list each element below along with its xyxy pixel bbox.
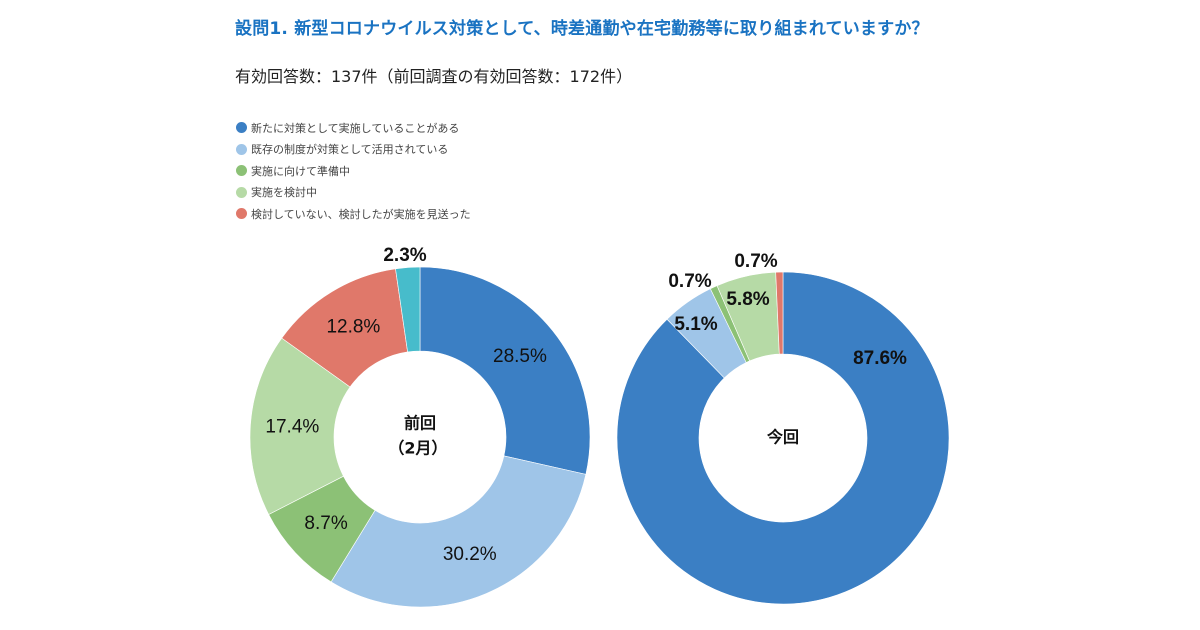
legend-dot-icon bbox=[236, 143, 247, 155]
center-label-current: 今回 bbox=[766, 428, 799, 447]
response-count: 有効回答数：137件（前回調査の有効回答数：172件） bbox=[235, 67, 633, 86]
legend-item: 新たに対策として実施していることがある bbox=[236, 117, 471, 139]
donut-slice bbox=[249, 337, 351, 515]
legend-dot-icon bbox=[236, 122, 247, 134]
legend-dot-icon bbox=[236, 208, 247, 220]
slice-data-label: 30.2% bbox=[443, 544, 497, 565]
slice-data-label: 0.7% bbox=[668, 271, 711, 292]
donut-previous: 28.5% 30.2% 8.7% 17.4% 12.8% 2.3% bbox=[249, 245, 591, 608]
slice-data-label: 0.7% bbox=[734, 251, 777, 272]
legend-label: 検討していない、検討したが実施を見送った bbox=[251, 207, 471, 221]
center-label-previous-line2: （2月） bbox=[388, 439, 447, 458]
legend-label: 既存の制度が対策として活用されている bbox=[251, 143, 449, 157]
slice-data-label: 8.7% bbox=[304, 513, 347, 534]
donut-slice bbox=[395, 266, 421, 353]
slice-data-label: 87.6% bbox=[853, 348, 907, 369]
legend-item: 既存の制度が対策として活用されている bbox=[236, 139, 471, 161]
legend-item: 検討していない、検討したが実施を見送った bbox=[236, 203, 471, 225]
legend-dot-icon bbox=[236, 165, 247, 177]
donut-slice bbox=[616, 271, 950, 605]
legend: 新たに対策として実施していることがある 既存の制度が対策として活用されている 実… bbox=[236, 117, 471, 225]
slice-data-label: 5.8% bbox=[726, 289, 769, 310]
center-label-previous-line1: 前回 bbox=[404, 414, 436, 433]
legend-item: 実施を検討中 bbox=[236, 182, 471, 204]
legend-label: 新たに対策として実施していることがある bbox=[251, 121, 460, 135]
question-title: 設問1. 新型コロナウイルス対策として、時差通勤や在宅勤務等に取り組まれています… bbox=[235, 19, 929, 39]
legend-dot-icon bbox=[236, 186, 247, 198]
slice-data-label: 2.3% bbox=[383, 245, 426, 266]
slice-data-label: 12.8% bbox=[326, 317, 380, 338]
legend-label: 実施に向けて準備中 bbox=[251, 164, 350, 178]
legend-item: 実施に向けて準備中 bbox=[236, 160, 471, 182]
slice-data-label: 5.1% bbox=[674, 314, 717, 335]
slice-data-label: 17.4% bbox=[265, 417, 319, 438]
legend-label: 実施を検討中 bbox=[251, 186, 317, 200]
donut-current: 87.6% 5.1% 0.7% 5.8% 0.7% bbox=[616, 251, 950, 605]
slice-data-label: 28.5% bbox=[493, 346, 547, 367]
donut-slice bbox=[419, 266, 591, 475]
donut-slice bbox=[330, 455, 587, 608]
donut-slice bbox=[775, 271, 784, 355]
